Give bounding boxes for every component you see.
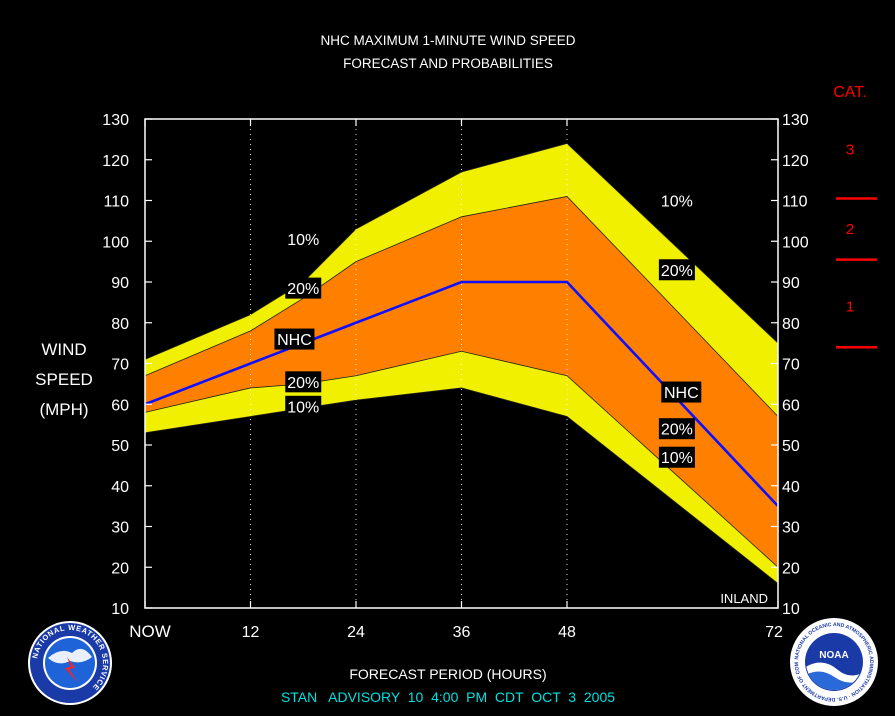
inland-label: INLAND: [720, 591, 768, 606]
band-20pct: [145, 196, 778, 568]
band-label-6: 20%: [661, 263, 693, 280]
band-label-4: 10%: [287, 399, 319, 416]
series-line-nhc: [144, 280, 779, 508]
y-tick-label-left-130: 130: [102, 112, 129, 129]
x-tick-label-48: 48: [558, 624, 576, 641]
advisory-footer: STAN ADVISORY 10 4:00 PM CDT OCT 3 2005: [281, 689, 615, 705]
y-tick-label-left-50: 50: [111, 438, 129, 455]
y-tick-label-left-80: 80: [111, 316, 129, 333]
y-axis-title-line-2: SPEED: [35, 370, 93, 389]
series-line-lower-20pct: [144, 350, 779, 568]
band-label-5: 10%: [661, 194, 693, 211]
y-tick-label-right-10: 10: [782, 601, 800, 618]
y-tick-label-right-100: 100: [782, 234, 809, 251]
band-label-9: 10%: [661, 450, 693, 467]
y-tick-label-right-20: 20: [782, 560, 800, 577]
band-label-box-1: [285, 277, 322, 299]
y-tick-label-left-20: 20: [111, 560, 129, 577]
category-title: CAT.: [833, 84, 866, 101]
band-label-3: 20%: [287, 375, 319, 392]
category-label-2: 2: [846, 221, 854, 238]
y-tick-label-right-130: 130: [782, 112, 809, 129]
x-tick-label-36: 36: [453, 624, 471, 641]
y-tick-label-left-30: 30: [111, 520, 129, 537]
category-label-3: 3: [846, 142, 854, 159]
y-tick-label-right-90: 90: [782, 275, 800, 292]
y-tick-label-left-90: 90: [111, 275, 129, 292]
band-label-2: NHC: [277, 332, 312, 349]
x-tick-label-12: 12: [242, 624, 260, 641]
x-tick-label-72: 72: [765, 624, 783, 641]
y-tick-label-right-110: 110: [782, 194, 808, 211]
x-tick-label-24: 24: [347, 624, 365, 641]
band-label-box-8: [658, 418, 695, 440]
y-tick-label-left-10: 10: [111, 601, 129, 618]
series-line-lower-10pct: [144, 387, 779, 584]
band-label-7: NHC: [664, 385, 699, 402]
noaa-logo: NOAA NATIONAL OCEANIC AND ATMOSPHERIC AD…: [790, 618, 878, 706]
y-tick-label-left-60: 60: [111, 397, 129, 414]
band-label-box-9: [658, 446, 695, 468]
y-tick-label-left-100: 100: [102, 234, 129, 251]
y-tick-label-right-40: 40: [782, 479, 800, 496]
y-tick-label-right-70: 70: [782, 357, 800, 374]
band-label-0: 10%: [287, 232, 319, 249]
y-tick-label-right-50: 50: [782, 438, 800, 455]
band-labels: 10% 20% NHC 20% 10% 10% 20% NHC 20% 10%: [274, 190, 702, 468]
y-axis-title-line-3: (MPH): [39, 400, 88, 419]
y-tick-label-left-40: 40: [111, 479, 129, 496]
y-tick-label-left-110: 110: [103, 194, 129, 211]
x-tick-label-0: NOW: [129, 622, 171, 641]
band-label-box-7: [661, 381, 702, 403]
band-label-box-4: [285, 395, 322, 417]
band-label-box-0: [285, 228, 322, 250]
y-axis-title: WIND SPEED (MPH): [35, 340, 93, 419]
band-label-box-2: [274, 328, 315, 350]
chart-title: NHC MAXIMUM 1-MINUTE WIND SPEED: [320, 33, 575, 48]
band-label-8: 20%: [661, 422, 693, 439]
series-line-upper-20pct: [144, 195, 779, 417]
axes: 10 10 20 20 30 30 40 40 50 50 60 60 70 70 80 80 90 90 100 1…: [102, 112, 809, 641]
y-tick-label-right-30: 30: [782, 520, 800, 537]
y-tick-label-left-70: 70: [111, 357, 129, 374]
band-label-box-6: [658, 259, 695, 281]
band-label-box-5: [658, 190, 695, 211]
band-label-box-3: [285, 371, 322, 393]
x-axis-title: FORECAST PERIOD (HOURS): [349, 666, 546, 682]
category-label-1: 1: [846, 298, 854, 315]
chart-subtitle: FORECAST AND PROBABILITIES: [343, 56, 553, 71]
y-tick-label-right-60: 60: [782, 397, 800, 414]
noaa-logo-center: NOAA: [819, 650, 848, 661]
y-tick-label-right-120: 120: [782, 153, 809, 170]
y-axis-title-line-1: WIND: [41, 340, 86, 359]
category-scale: CAT. 3 2 1: [833, 84, 877, 349]
y-tick-label-left-120: 120: [102, 153, 129, 170]
y-tick-label-right-80: 80: [782, 316, 800, 333]
band-label-1: 20%: [287, 281, 319, 298]
nws-logo: NATIONAL WEATHER SERVICE: [28, 621, 112, 705]
